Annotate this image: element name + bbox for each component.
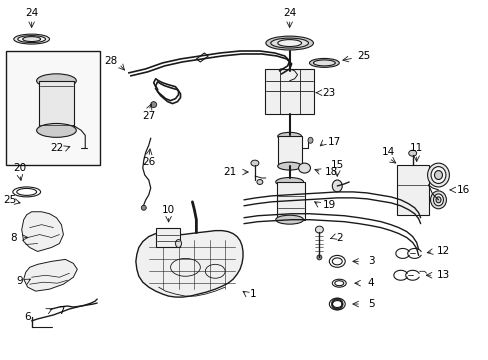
- Ellipse shape: [298, 163, 310, 173]
- Ellipse shape: [275, 177, 303, 186]
- Text: 10: 10: [162, 205, 175, 215]
- Ellipse shape: [309, 58, 339, 67]
- Text: 19: 19: [322, 200, 335, 210]
- Ellipse shape: [277, 162, 301, 170]
- Bar: [6, 51, 100, 165]
- Text: 21: 21: [223, 167, 236, 177]
- Ellipse shape: [429, 191, 446, 209]
- Text: 4: 4: [367, 278, 373, 288]
- Text: 18: 18: [324, 167, 337, 177]
- Text: 24: 24: [25, 8, 38, 18]
- Ellipse shape: [270, 38, 308, 48]
- Text: 8: 8: [10, 233, 17, 243]
- Ellipse shape: [307, 137, 312, 143]
- Ellipse shape: [141, 205, 146, 210]
- Ellipse shape: [434, 171, 442, 180]
- Ellipse shape: [315, 226, 323, 233]
- Text: 28: 28: [104, 56, 118, 66]
- Text: 16: 16: [456, 185, 469, 195]
- Text: 27: 27: [142, 111, 155, 121]
- Text: 25: 25: [3, 195, 17, 205]
- Text: 7: 7: [58, 306, 64, 316]
- Ellipse shape: [37, 123, 76, 137]
- Ellipse shape: [277, 132, 301, 140]
- Polygon shape: [136, 231, 243, 297]
- Ellipse shape: [150, 102, 156, 108]
- Ellipse shape: [275, 215, 303, 224]
- Text: 5: 5: [367, 299, 373, 309]
- Ellipse shape: [408, 150, 416, 156]
- Text: 22: 22: [50, 143, 63, 153]
- Bar: [39, 81, 74, 130]
- Text: 26: 26: [142, 157, 155, 167]
- Ellipse shape: [37, 74, 76, 88]
- Bar: [277, 136, 301, 166]
- Text: 6: 6: [24, 312, 31, 322]
- Text: 20: 20: [13, 163, 26, 173]
- Polygon shape: [24, 260, 77, 291]
- Bar: [264, 69, 314, 113]
- Ellipse shape: [332, 180, 342, 192]
- Text: 12: 12: [436, 247, 449, 256]
- Ellipse shape: [313, 60, 335, 66]
- Ellipse shape: [427, 163, 448, 187]
- Text: 2: 2: [335, 233, 342, 243]
- Bar: [396, 165, 427, 215]
- Ellipse shape: [430, 167, 445, 184]
- Ellipse shape: [265, 36, 313, 50]
- Ellipse shape: [433, 194, 443, 206]
- Ellipse shape: [18, 36, 45, 42]
- Polygon shape: [21, 212, 63, 251]
- Ellipse shape: [277, 69, 285, 77]
- Bar: [276, 182, 304, 220]
- Text: 15: 15: [330, 160, 343, 170]
- Text: 25: 25: [357, 51, 370, 61]
- Text: 23: 23: [322, 88, 335, 98]
- Ellipse shape: [277, 40, 301, 46]
- Text: 24: 24: [283, 8, 296, 18]
- Text: 13: 13: [436, 270, 449, 280]
- Ellipse shape: [256, 180, 263, 184]
- Ellipse shape: [435, 197, 440, 203]
- Text: 14: 14: [382, 147, 395, 157]
- Ellipse shape: [14, 34, 49, 44]
- Text: 11: 11: [409, 143, 423, 153]
- Ellipse shape: [286, 74, 292, 80]
- Ellipse shape: [316, 255, 321, 260]
- Ellipse shape: [175, 239, 181, 247]
- Ellipse shape: [22, 37, 41, 41]
- Ellipse shape: [250, 160, 258, 166]
- Text: 17: 17: [327, 137, 340, 147]
- Text: 3: 3: [367, 256, 373, 266]
- Text: 9: 9: [17, 276, 23, 286]
- Bar: [155, 228, 180, 247]
- Text: 1: 1: [249, 289, 256, 299]
